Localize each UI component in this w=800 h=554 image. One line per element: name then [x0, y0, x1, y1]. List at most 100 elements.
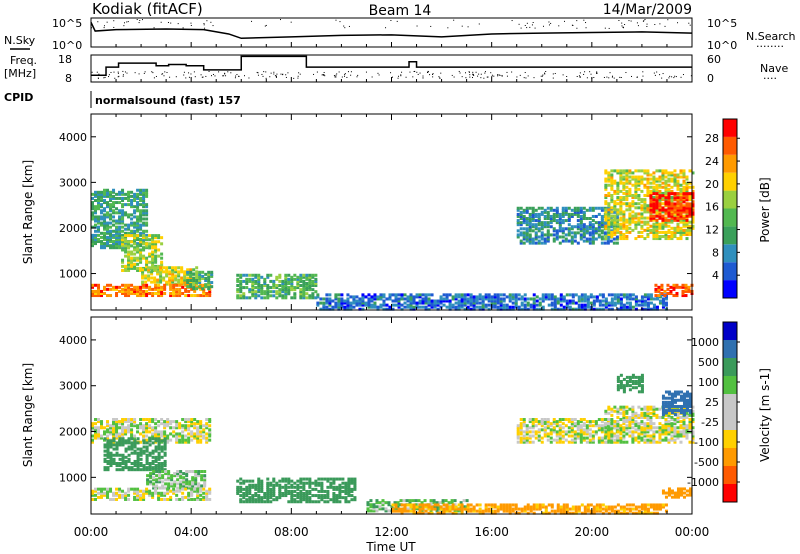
nave-point [205, 75, 207, 77]
range-cell [103, 459, 107, 463]
range-cell [266, 498, 270, 502]
range-cell [664, 297, 668, 301]
nave-point [405, 76, 407, 78]
range-cell [157, 445, 161, 449]
range-cell [655, 193, 659, 197]
range-cell [236, 487, 240, 491]
range-cell [100, 196, 104, 200]
range-cell [94, 233, 98, 237]
range-cell [332, 500, 336, 504]
range-cell [420, 501, 424, 505]
range-cell [552, 418, 556, 422]
range-cell [174, 268, 178, 272]
range-cell [643, 206, 647, 210]
range-cell [133, 434, 137, 438]
range-cell [154, 246, 158, 250]
range-cell [427, 293, 431, 297]
range-cell [121, 462, 125, 466]
range-cell [145, 418, 149, 422]
range-cell [103, 233, 107, 237]
range-cell [534, 432, 538, 436]
range-cell [613, 228, 617, 232]
range-cell [453, 503, 457, 507]
range-cell [640, 295, 644, 299]
range-cell [688, 230, 692, 234]
range-cell [415, 295, 419, 299]
range-cell [130, 434, 134, 438]
range-cell [637, 511, 641, 515]
range-cell [652, 218, 656, 222]
nave-point [674, 75, 676, 77]
range-cell [567, 239, 571, 243]
range-cell [634, 189, 638, 193]
range-cell [562, 307, 566, 311]
range-cell [567, 214, 571, 218]
range-cell [522, 235, 526, 239]
range-cell [118, 242, 122, 246]
range-cell [619, 210, 623, 214]
range-cell [118, 235, 122, 239]
range-cell [673, 196, 677, 200]
range-cell [549, 233, 553, 237]
range-cell [145, 462, 149, 466]
range-cell [685, 192, 689, 196]
range-cell [592, 301, 596, 305]
range-cell [317, 494, 321, 498]
range-cell [152, 482, 156, 486]
range-cell [394, 505, 398, 509]
range-cell [502, 293, 506, 297]
range-cell [168, 280, 172, 284]
nave-point [579, 72, 581, 74]
range-cell [676, 224, 680, 228]
range-cell [136, 489, 140, 493]
range-cell [290, 483, 294, 487]
range-cell [157, 285, 161, 289]
range-cell [424, 299, 428, 303]
nave-point [527, 75, 529, 77]
range-cell [661, 198, 665, 202]
range-cell [154, 434, 158, 438]
range-cell [546, 239, 550, 243]
range-cell [610, 303, 614, 307]
range-cell [415, 505, 419, 509]
range-cell [577, 299, 581, 303]
nsky-tick-bottom: 10^0 [52, 39, 82, 52]
range-cell [266, 477, 270, 481]
range-cell [432, 499, 436, 503]
range-cell [595, 507, 599, 511]
range-cell [266, 286, 270, 290]
nave-point [212, 73, 214, 75]
nave-point [335, 76, 337, 78]
range-cell [522, 424, 526, 428]
range-cell [260, 483, 264, 487]
range-cell [604, 507, 608, 511]
range-cell [448, 293, 452, 297]
range-cell [121, 437, 125, 441]
range-cell [236, 479, 240, 483]
range-cell [124, 462, 128, 466]
cpid-value: normalsound (fast) 157 [95, 94, 241, 107]
range-cell [314, 279, 318, 283]
range-cell [463, 301, 467, 305]
range-cell [109, 207, 113, 211]
range-cell [121, 289, 125, 293]
range-cell [418, 503, 422, 507]
range-cell [188, 486, 192, 490]
range-cell [145, 229, 149, 233]
range-cell [625, 196, 629, 200]
range-cell [661, 185, 665, 189]
range-cell [91, 285, 94, 289]
range-cell [391, 299, 395, 303]
range-cell [195, 270, 199, 274]
nave-point [680, 76, 682, 78]
nsearch-point [113, 20, 115, 22]
range-cell [239, 290, 243, 294]
range-cell [325, 297, 329, 301]
range-cell [465, 499, 469, 503]
range-cell [451, 295, 455, 299]
range-cell [239, 498, 243, 502]
range-cell [293, 273, 297, 277]
nave-point [475, 71, 477, 73]
range-cell [652, 189, 656, 193]
range-cell [555, 212, 559, 216]
